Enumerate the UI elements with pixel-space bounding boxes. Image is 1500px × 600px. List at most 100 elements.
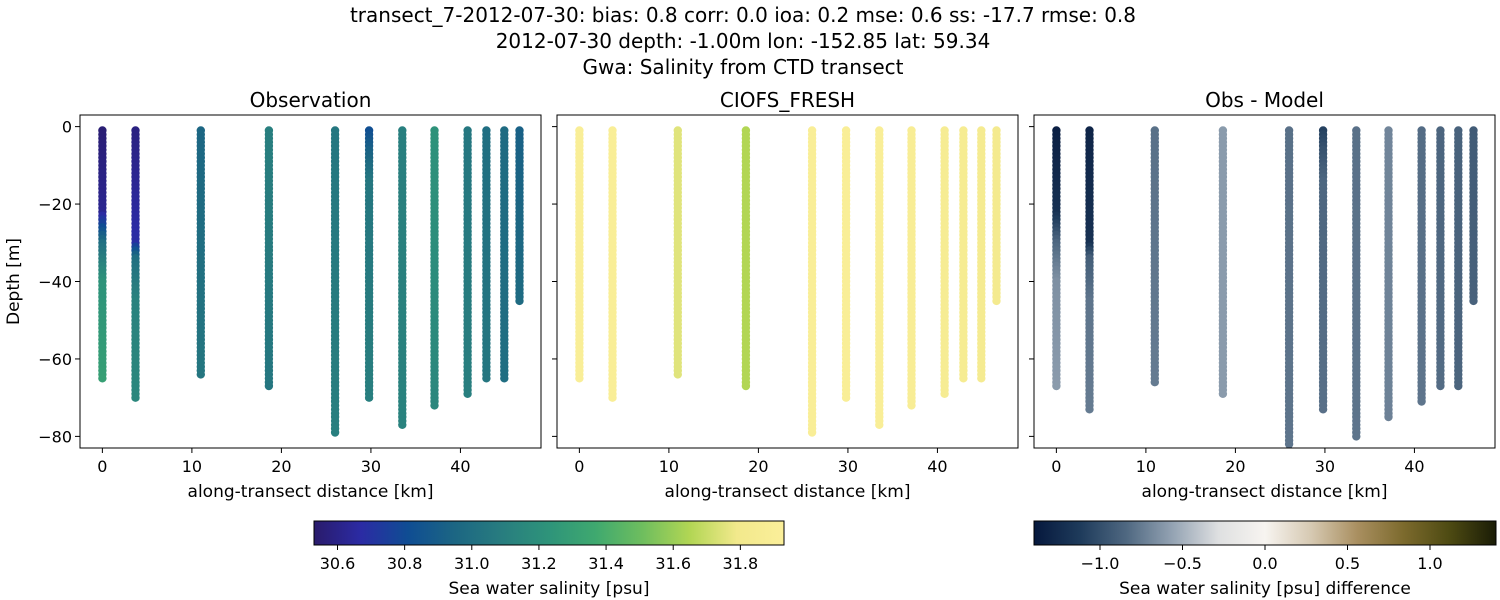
cast-3 bbox=[741, 126, 751, 391]
model-axes-frame bbox=[556, 114, 1019, 449]
figure-title-line-3: Gwa: Salinity from CTD transect bbox=[583, 55, 904, 79]
difference-xlabel: along-transect distance [km] bbox=[1142, 482, 1388, 502]
data-point bbox=[1052, 381, 1061, 391]
observation-xlabel: along-transect distance [km] bbox=[188, 482, 434, 502]
data-point bbox=[575, 374, 584, 383]
colorbar-tick-label: 0.0 bbox=[1252, 554, 1277, 573]
data-point bbox=[841, 393, 851, 402]
data-point bbox=[500, 374, 509, 383]
colorbar-tick-label: 31.6 bbox=[655, 554, 691, 573]
data-point bbox=[1284, 439, 1294, 448]
data-point bbox=[515, 296, 524, 306]
cast-4 bbox=[330, 126, 340, 437]
panel-title-model: CIOFS_FRESH bbox=[720, 88, 855, 112]
data-point bbox=[673, 370, 682, 379]
cast-5 bbox=[841, 126, 851, 402]
panel-title-difference: Obs - Model bbox=[1205, 88, 1324, 112]
colorbar-tick-label: 31.2 bbox=[521, 554, 557, 573]
cast-9 bbox=[1436, 126, 1445, 391]
difference-points bbox=[1052, 126, 1478, 448]
data-point bbox=[1417, 397, 1426, 406]
x-tick-label: 10 bbox=[659, 457, 679, 476]
cast-0 bbox=[575, 126, 584, 383]
y-tick-label: −60 bbox=[38, 350, 72, 369]
data-point bbox=[907, 401, 916, 410]
data-point bbox=[1318, 405, 1328, 414]
data-point bbox=[196, 370, 205, 379]
cast-8 bbox=[940, 126, 949, 398]
colorbar-salinity: 30.6 30.8 31.0 31.2 31.4 31.6 31.8 Sea water s… bbox=[313, 520, 785, 599]
y-tick-label: −80 bbox=[38, 427, 72, 446]
x-tick-label: 30 bbox=[838, 457, 858, 476]
data-point bbox=[940, 389, 949, 398]
cast-3 bbox=[1218, 126, 1228, 398]
data-point bbox=[98, 374, 107, 383]
x-tick-label: 40 bbox=[1404, 457, 1424, 476]
cast-6 bbox=[1352, 126, 1361, 441]
cast-10 bbox=[1454, 126, 1463, 391]
y-tick-label: −40 bbox=[38, 273, 72, 292]
observation-ylabel: Depth [m] bbox=[4, 238, 24, 325]
y-tick-label: −20 bbox=[38, 195, 72, 214]
cast-2 bbox=[673, 126, 682, 379]
data-point bbox=[398, 420, 407, 429]
x-tick-label: 40 bbox=[927, 457, 947, 476]
x-tick-label: 30 bbox=[361, 457, 381, 476]
data-point bbox=[741, 381, 751, 391]
data-point bbox=[1436, 381, 1445, 391]
data-point bbox=[1384, 412, 1393, 422]
cast-2 bbox=[196, 126, 205, 379]
data-point bbox=[131, 393, 140, 402]
cast-11 bbox=[992, 126, 1001, 306]
cast-9 bbox=[482, 126, 491, 383]
data-point bbox=[482, 374, 491, 383]
panel-observation: Observation 0 10 20 30 40 0 −20 −40 −60 −80 along… bbox=[4, 88, 542, 502]
observation-ticks: 0 10 20 30 40 0 −20 −40 −60 −80 bbox=[38, 118, 470, 476]
x-tick-label: 20 bbox=[1225, 457, 1245, 476]
x-tick-label: 0 bbox=[574, 457, 584, 476]
colorbar-tick-label: 30.8 bbox=[387, 554, 423, 573]
data-point bbox=[977, 374, 986, 383]
cast-5 bbox=[1318, 126, 1328, 414]
x-tick-label: 10 bbox=[1136, 457, 1156, 476]
cast-0 bbox=[1052, 126, 1061, 391]
colorbar-tick-label: −0.5 bbox=[1163, 554, 1202, 573]
model-points bbox=[575, 126, 1001, 437]
observation-points bbox=[98, 126, 524, 437]
data-point bbox=[959, 374, 968, 383]
colorbar-salinity-gradient bbox=[313, 520, 785, 546]
panel-model: CIOFS_FRESH 0 10 20 30 40 along-transect dis… bbox=[552, 88, 1019, 502]
cast-4 bbox=[807, 126, 817, 437]
x-tick-label: 0 bbox=[97, 457, 107, 476]
data-point bbox=[1085, 405, 1094, 414]
colorbar-tick-label: 1.0 bbox=[1417, 554, 1442, 573]
difference-ticks: 0 10 20 30 40 bbox=[1029, 126, 1425, 476]
data-point bbox=[875, 420, 884, 429]
data-point bbox=[1150, 378, 1160, 387]
data-point bbox=[992, 296, 1001, 306]
cast-7 bbox=[907, 126, 916, 410]
x-tick-label: 20 bbox=[271, 457, 291, 476]
colorbar-difference-ticks: −1.0 −0.5 0.0 0.5 1.0 bbox=[1081, 545, 1443, 573]
data-point bbox=[608, 393, 617, 402]
data-point bbox=[364, 393, 374, 402]
cast-8 bbox=[1417, 126, 1426, 406]
colorbar-tick-label: 31.4 bbox=[588, 554, 624, 573]
colorbar-salinity-ticks: 30.6 30.8 31.0 31.2 31.4 31.6 31.8 bbox=[320, 545, 758, 573]
model-ticks: 0 10 20 30 40 bbox=[552, 126, 948, 476]
x-tick-label: 10 bbox=[182, 457, 202, 476]
cast-1 bbox=[131, 126, 140, 402]
data-point bbox=[430, 401, 439, 410]
data-point bbox=[1218, 389, 1228, 398]
cast-6 bbox=[398, 126, 407, 429]
y-tick-label: 0 bbox=[62, 118, 72, 137]
x-tick-label: 30 bbox=[1315, 457, 1335, 476]
colorbar-tick-label: 0.5 bbox=[1335, 554, 1360, 573]
colorbar-salinity-label: Sea water salinity [psu] bbox=[449, 579, 650, 599]
colorbar-tick-label: 31.8 bbox=[723, 554, 759, 573]
cast-7 bbox=[1384, 126, 1393, 422]
cast-11 bbox=[515, 126, 524, 306]
colorbar-tick-label: −1.0 bbox=[1081, 554, 1120, 573]
cast-9 bbox=[959, 126, 968, 383]
colorbar-difference-label: Sea water salinity [psu] difference bbox=[1119, 579, 1411, 599]
